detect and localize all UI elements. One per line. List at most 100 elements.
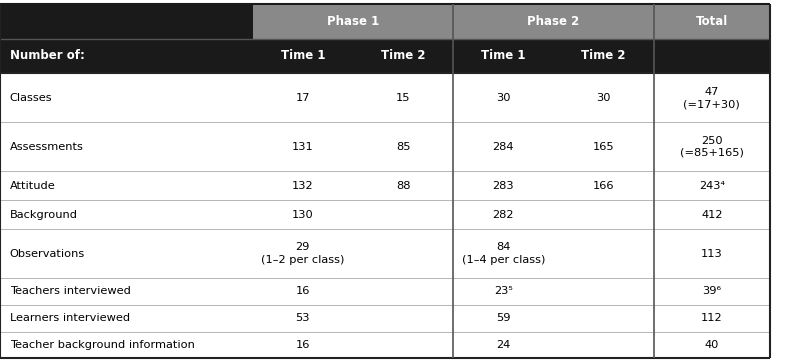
Bar bbox=[654, 4, 770, 38]
Bar bbox=[0, 4, 253, 38]
Bar bbox=[654, 229, 770, 278]
Bar bbox=[453, 200, 553, 229]
Bar bbox=[453, 38, 553, 73]
Bar bbox=[654, 332, 770, 358]
Bar bbox=[353, 305, 453, 332]
Text: 59: 59 bbox=[496, 313, 511, 323]
Bar bbox=[553, 122, 654, 171]
Bar bbox=[553, 332, 654, 358]
Bar bbox=[0, 332, 253, 358]
Bar bbox=[253, 332, 353, 358]
Text: Attitude: Attitude bbox=[10, 181, 55, 191]
Text: 243⁴: 243⁴ bbox=[699, 181, 725, 191]
Bar bbox=[253, 38, 353, 73]
Text: 84
(1–4 per class): 84 (1–4 per class) bbox=[462, 242, 545, 265]
Text: Phase 2: Phase 2 bbox=[527, 14, 580, 28]
Text: 17: 17 bbox=[295, 93, 310, 103]
Text: 284: 284 bbox=[492, 142, 514, 152]
Bar bbox=[0, 73, 253, 122]
Text: 88: 88 bbox=[395, 181, 411, 191]
Bar bbox=[553, 229, 654, 278]
Text: Time 2: Time 2 bbox=[381, 50, 425, 62]
Text: 282: 282 bbox=[492, 210, 514, 220]
Text: Number of:: Number of: bbox=[10, 50, 84, 62]
Text: Teachers interviewed: Teachers interviewed bbox=[10, 286, 131, 296]
Bar bbox=[0, 229, 253, 278]
Text: Teacher background information: Teacher background information bbox=[10, 340, 195, 350]
Text: 29
(1–2 per class): 29 (1–2 per class) bbox=[261, 242, 344, 265]
Text: 166: 166 bbox=[593, 181, 614, 191]
Bar bbox=[453, 278, 553, 305]
Bar bbox=[654, 38, 770, 73]
Text: 16: 16 bbox=[296, 286, 310, 296]
Bar bbox=[654, 73, 770, 122]
Bar bbox=[0, 278, 253, 305]
Text: 40: 40 bbox=[705, 340, 719, 350]
Bar bbox=[253, 200, 353, 229]
Text: 132: 132 bbox=[292, 181, 314, 191]
Bar bbox=[553, 38, 654, 73]
Bar bbox=[453, 122, 553, 171]
Text: 283: 283 bbox=[492, 181, 514, 191]
Bar bbox=[553, 73, 654, 122]
Text: Time 2: Time 2 bbox=[581, 50, 626, 62]
Text: 23⁵: 23⁵ bbox=[494, 286, 512, 296]
Text: Background: Background bbox=[10, 210, 78, 220]
Bar bbox=[654, 122, 770, 171]
Text: 47
(=17+30): 47 (=17+30) bbox=[683, 87, 740, 109]
Text: 30: 30 bbox=[596, 93, 611, 103]
Bar bbox=[553, 200, 654, 229]
Text: 24: 24 bbox=[496, 340, 510, 350]
Text: 113: 113 bbox=[701, 249, 723, 258]
Bar bbox=[353, 278, 453, 305]
Bar bbox=[0, 171, 253, 200]
Bar bbox=[253, 229, 353, 278]
Bar bbox=[353, 122, 453, 171]
Text: Observations: Observations bbox=[10, 249, 85, 258]
Text: Time 1: Time 1 bbox=[281, 50, 325, 62]
Bar bbox=[654, 171, 770, 200]
Bar bbox=[553, 305, 654, 332]
Bar bbox=[353, 200, 453, 229]
Bar bbox=[453, 229, 553, 278]
Bar bbox=[353, 73, 453, 122]
Bar bbox=[253, 122, 353, 171]
Bar bbox=[453, 171, 553, 200]
Text: 30: 30 bbox=[496, 93, 511, 103]
Bar bbox=[654, 278, 770, 305]
Bar bbox=[353, 38, 453, 73]
Text: 85: 85 bbox=[395, 142, 411, 152]
Text: Classes: Classes bbox=[10, 93, 52, 103]
Bar bbox=[654, 200, 770, 229]
Bar bbox=[553, 278, 654, 305]
Bar bbox=[0, 38, 253, 73]
Text: 130: 130 bbox=[292, 210, 314, 220]
Bar bbox=[353, 229, 453, 278]
Bar bbox=[353, 171, 453, 200]
Bar bbox=[553, 171, 654, 200]
Text: 131: 131 bbox=[292, 142, 314, 152]
Text: 412: 412 bbox=[701, 210, 723, 220]
Bar bbox=[353, 332, 453, 358]
Bar bbox=[0, 200, 253, 229]
Text: 53: 53 bbox=[295, 313, 310, 323]
Text: 165: 165 bbox=[593, 142, 614, 152]
Text: Phase 1: Phase 1 bbox=[326, 14, 379, 28]
Bar bbox=[253, 171, 353, 200]
Bar bbox=[253, 73, 353, 122]
Bar bbox=[253, 4, 453, 38]
Bar bbox=[0, 305, 253, 332]
Text: Assessments: Assessments bbox=[10, 142, 83, 152]
Text: Learners interviewed: Learners interviewed bbox=[10, 313, 130, 323]
Bar bbox=[0, 122, 253, 171]
Text: 112: 112 bbox=[701, 313, 723, 323]
Text: 250
(=85+165): 250 (=85+165) bbox=[680, 135, 743, 158]
Bar bbox=[453, 305, 553, 332]
Bar bbox=[253, 305, 353, 332]
Text: 15: 15 bbox=[395, 93, 411, 103]
Bar bbox=[453, 4, 654, 38]
Text: Total: Total bbox=[695, 14, 728, 28]
Bar bbox=[253, 278, 353, 305]
Bar bbox=[453, 332, 553, 358]
Text: 16: 16 bbox=[296, 340, 310, 350]
